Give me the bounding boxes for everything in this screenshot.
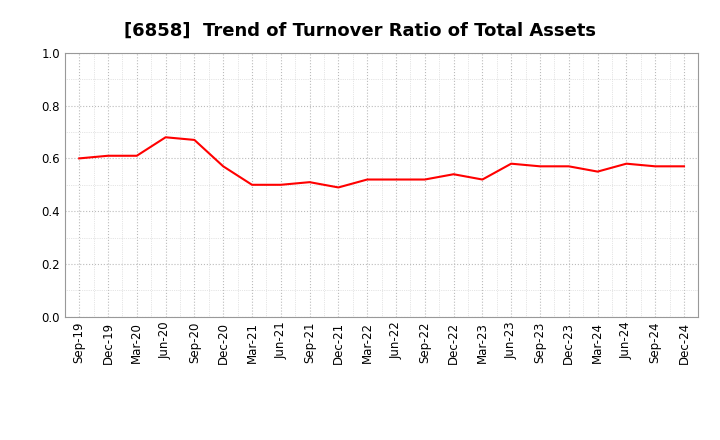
Text: [6858]  Trend of Turnover Ratio of Total Assets: [6858] Trend of Turnover Ratio of Total … <box>124 22 596 40</box>
